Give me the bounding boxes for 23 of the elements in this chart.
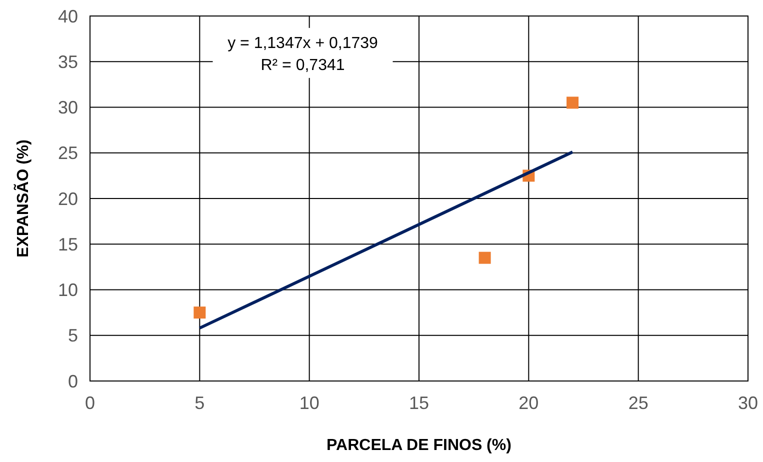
x-tick-label: 30 [738,393,758,413]
point [478,252,491,264]
y-tick-label: 30 [58,98,78,118]
x-axis-title: PARCELA DE FINOS (%) [326,437,512,454]
x-tick-label: 20 [518,393,539,413]
x-tick-label: 15 [408,393,430,413]
x-tick-label: 10 [299,393,320,413]
y-tick-label: 20 [58,188,78,209]
y-tick-label: 5 [68,326,78,346]
x-tick-label: 25 [628,393,648,413]
point [194,306,206,319]
annotation: y = 1,1347x + 0,1739 [228,34,378,52]
y-tick-label: 25 [58,143,78,164]
y-tick-label: 0 [68,371,78,392]
point [566,96,579,109]
x-tick-label: 5 [194,393,205,413]
y-tick-label: 15 [58,234,78,254]
x-tick-label: 0 [84,393,96,413]
y-axis-title: EXPANSÃO (%) [13,140,32,258]
y-tick-label: 40 [58,6,78,26]
annotation: R² = 0,7341 [260,56,345,74]
y-tick-label: 10 [58,280,78,300]
y-tick-label: 35 [58,52,78,72]
